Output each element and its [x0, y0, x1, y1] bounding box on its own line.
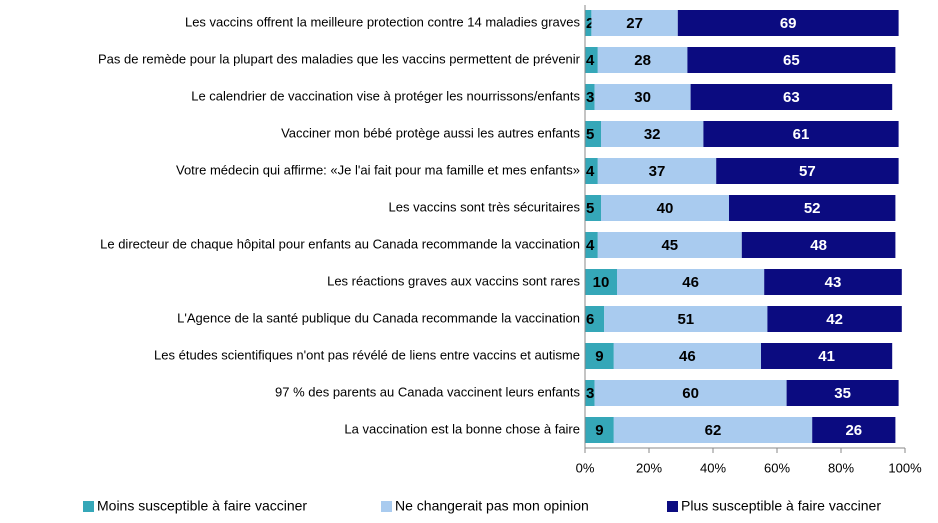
category-label: Les vaccins offrent la meilleure protect… — [185, 14, 581, 29]
category-label: Le directeur de chaque hôpital pour enfa… — [100, 236, 580, 251]
category-label: 97 % des parents au Canada vaccinent leu… — [275, 384, 580, 399]
x-tick-label: 60% — [764, 460, 790, 475]
data-label: 65 — [783, 52, 800, 69]
bar-segment — [597, 232, 742, 258]
bar-segment — [716, 158, 899, 184]
legend-label: Ne changerait pas mon opinion — [395, 498, 589, 514]
data-label: 60 — [682, 385, 699, 402]
bar-segment — [585, 47, 598, 73]
category-label: Le calendrier de vaccination vise à prot… — [191, 88, 580, 103]
data-label: 10 — [593, 274, 610, 291]
data-label: 3 — [586, 89, 594, 106]
bar-segment — [690, 84, 893, 110]
data-label: 37 — [649, 163, 666, 180]
data-label: 3 — [586, 385, 594, 402]
bar-segment — [594, 84, 691, 110]
data-label: 69 — [780, 15, 797, 32]
data-label: 30 — [634, 89, 651, 106]
bar-segment — [597, 47, 688, 73]
data-label: 6 — [586, 311, 594, 328]
category-label: Votre médecin qui affirme: «Je l'ai fait… — [176, 162, 580, 177]
bar-segment — [585, 380, 595, 406]
data-label: 45 — [661, 237, 678, 254]
x-tick-label: 100% — [888, 460, 922, 475]
data-label: 9 — [595, 422, 603, 439]
category-label: La vaccination est la bonne chose à fair… — [344, 421, 580, 436]
category-label: Les vaccins sont très sécuritaires — [389, 199, 581, 214]
category-label: L'Agence de la santé publique du Canada … — [177, 310, 580, 325]
data-label: 27 — [626, 15, 643, 32]
bar-segment — [601, 195, 729, 221]
bar-segment — [613, 343, 761, 369]
bar-segment — [604, 306, 768, 332]
bar-segment — [585, 269, 617, 295]
bar-segment — [585, 343, 614, 369]
bar-segment — [585, 84, 595, 110]
legend-label: Plus susceptible à faire vacciner — [681, 498, 881, 514]
data-label: 40 — [657, 200, 674, 217]
data-label: 32 — [644, 126, 661, 143]
legend-swatch — [381, 501, 392, 512]
bar-segment — [585, 10, 592, 36]
x-tick-label: 80% — [828, 460, 854, 475]
bar-segment — [687, 47, 896, 73]
x-tick-label: 0% — [576, 460, 595, 475]
bar-segment — [812, 417, 896, 443]
data-label: 9 — [595, 348, 603, 365]
data-label: 28 — [634, 52, 651, 69]
x-tick-label: 40% — [700, 460, 726, 475]
bar-segment — [601, 121, 704, 147]
bar-segment — [591, 10, 678, 36]
bar-segment — [729, 195, 896, 221]
legend-label: Moins susceptible à faire vacciner — [97, 498, 307, 514]
data-label: 26 — [845, 422, 862, 439]
bar-segment — [585, 417, 614, 443]
bar-segment — [764, 269, 902, 295]
data-label: 63 — [783, 89, 800, 106]
category-label: Les études scientifiques n'ont pas révél… — [154, 347, 580, 362]
bar-segment — [786, 380, 899, 406]
data-label: 5 — [586, 200, 594, 217]
data-label: 51 — [677, 311, 694, 328]
bar-segment — [767, 306, 902, 332]
data-label: 43 — [825, 274, 842, 291]
bar-segment — [677, 10, 899, 36]
legend-swatch — [667, 501, 678, 512]
data-label: 4 — [586, 52, 595, 69]
bar-segment — [585, 232, 598, 258]
data-label: 52 — [804, 200, 821, 217]
data-label: 46 — [682, 274, 699, 291]
data-label: 41 — [818, 348, 835, 365]
bar-segment — [585, 158, 598, 184]
data-label: 35 — [834, 385, 851, 402]
bar-segment — [613, 417, 813, 443]
bar-segment — [585, 121, 601, 147]
category-label: Vacciner mon bébé protège aussi les autr… — [281, 125, 580, 140]
data-label: 2 — [586, 15, 594, 32]
bar-segment — [597, 158, 717, 184]
data-label: 4 — [586, 237, 595, 254]
x-tick-label: 20% — [636, 460, 662, 475]
bar-segment — [703, 121, 899, 147]
legend-swatch — [83, 501, 94, 512]
data-label: 42 — [826, 311, 843, 328]
bar-segment — [617, 269, 765, 295]
bar-segment — [761, 343, 893, 369]
data-label: 46 — [679, 348, 696, 365]
bar-segment — [585, 306, 605, 332]
data-label: 4 — [586, 163, 595, 180]
bar-segment — [585, 195, 601, 221]
data-label: 48 — [810, 237, 827, 254]
category-label: Pas de remède pour la plupart des maladi… — [98, 51, 581, 66]
category-label: Les réactions graves aux vaccins sont ra… — [327, 273, 580, 288]
data-label: 57 — [799, 163, 816, 180]
data-label: 61 — [793, 126, 810, 143]
data-label: 62 — [705, 422, 722, 439]
bar-segment — [594, 380, 787, 406]
bar-segment — [741, 232, 896, 258]
data-label: 5 — [586, 126, 594, 143]
